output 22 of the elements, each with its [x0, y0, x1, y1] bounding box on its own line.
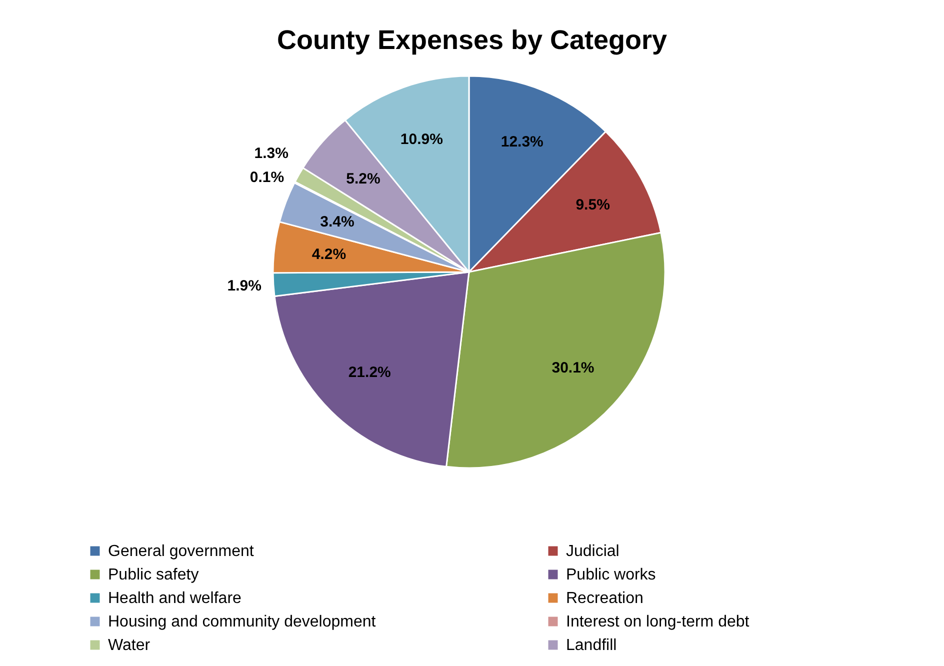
legend-label: General government [108, 543, 254, 560]
data-label: 10.9% [400, 131, 443, 148]
data-label: 3.4% [320, 214, 354, 231]
legend-label: Health and welfare [108, 590, 242, 607]
data-label: 5.2% [346, 170, 380, 188]
legend-label: Landfill [566, 637, 617, 654]
data-label: 30.1% [552, 359, 594, 376]
data-label: 4.2% [312, 246, 346, 264]
data-label: 12.3% [500, 133, 544, 150]
data-label: 1.3% [254, 144, 288, 162]
chart-title: County Expenses by Category [276, 25, 668, 55]
data-label: 1.9% [227, 277, 262, 294]
data-label: 9.5% [576, 196, 610, 214]
legend-label: Interest on long-term debt [566, 614, 750, 630]
data-label: 21.2% [348, 364, 391, 382]
legend-label: Recreation [566, 590, 644, 607]
data-label: 0.1% [250, 168, 284, 186]
legend-label: Public works [566, 566, 656, 584]
legend-label: Housing and community development [108, 614, 376, 630]
legend-label: Water [108, 637, 151, 654]
legend-label: Public safety [108, 566, 199, 584]
legend-label: Judicial [566, 543, 620, 560]
